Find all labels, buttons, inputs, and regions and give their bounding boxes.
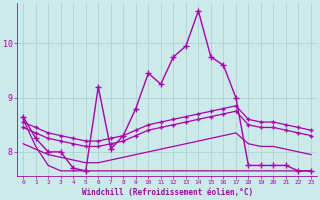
X-axis label: Windchill (Refroidissement éolien,°C): Windchill (Refroidissement éolien,°C) [82, 188, 253, 197]
